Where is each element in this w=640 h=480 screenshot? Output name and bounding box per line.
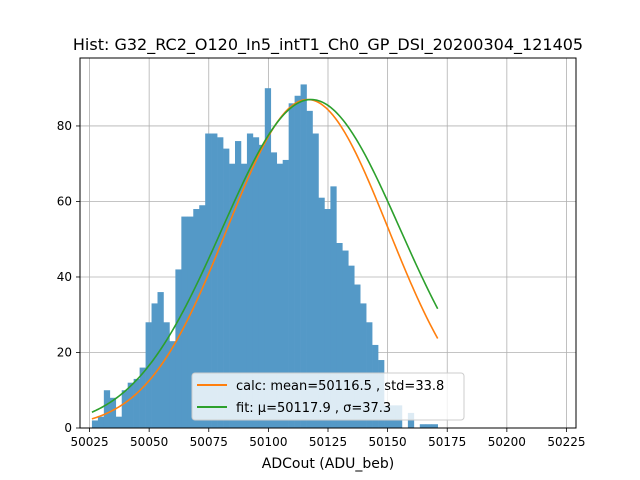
- histogram-bar: [324, 209, 331, 428]
- x-tick-label: 50125: [309, 435, 347, 449]
- y-axis-ticks: 0 20 40 60 80: [57, 119, 80, 435]
- histogram-bar: [169, 341, 176, 428]
- histogram-bar: [109, 397, 117, 428]
- x-tick-label: 50100: [249, 435, 287, 449]
- x-tick-label: 50225: [547, 435, 585, 449]
- histogram-bar: [431, 424, 438, 428]
- calc-gaussian-curve: [91, 98, 439, 420]
- histogram-bar: [211, 133, 218, 429]
- chart-title: Hist: G32_RC2_O120_In5_intT1_Ch0_GP_DSI_…: [73, 35, 583, 55]
- legend-label-calc: calc: mean=50116.5 , std=33.8: [236, 379, 444, 394]
- x-tick-label: 50150: [369, 435, 407, 449]
- x-tick-label: 50175: [428, 435, 466, 449]
- histogram-bar: [240, 163, 248, 428]
- histogram-bar: [348, 265, 355, 428]
- histogram-bar: [360, 303, 367, 428]
- curves-layer: [91, 98, 439, 420]
- histogram-bar: [229, 163, 236, 428]
- histogram-bar: [318, 197, 325, 428]
- histogram-bar: [300, 84, 307, 428]
- histogram-bar: [139, 367, 146, 428]
- x-tick-label: 50075: [190, 435, 228, 449]
- histogram-bar: [193, 209, 200, 428]
- histogram-bar: [163, 322, 170, 428]
- histogram-bar: [258, 144, 266, 428]
- histogram-bar: [175, 269, 182, 428]
- y-tick-label: 60: [57, 194, 72, 208]
- histogram-bar: [151, 303, 158, 428]
- y-tick-label: 80: [57, 119, 72, 133]
- histogram-bar: [282, 159, 289, 428]
- histogram-bar: [342, 250, 349, 428]
- histogram-bar: [336, 243, 343, 428]
- histogram-bar: [205, 133, 212, 429]
- histogram-bar: [270, 152, 278, 428]
- histogram-bar: [91, 420, 99, 428]
- histogram-bar: [157, 292, 164, 428]
- y-tick-label: 0: [64, 421, 72, 435]
- y-tick-label: 20: [57, 345, 72, 359]
- histogram-bar: [246, 133, 254, 429]
- x-tick-label: 50050: [130, 435, 168, 449]
- x-tick-label: 50200: [488, 435, 526, 449]
- histogram-bar: [264, 88, 272, 429]
- histogram-bar: [217, 137, 224, 429]
- legend-label-fit: fit: μ=50117.9 , σ=37.3: [236, 401, 391, 416]
- histogram-bar: [288, 103, 295, 428]
- histogram-bar: [252, 137, 260, 429]
- legend: calc: mean=50116.5 , std=33.8 fit: μ=501…: [191, 372, 465, 421]
- histogram-bar: [223, 148, 230, 428]
- histogram-bar: [115, 416, 123, 428]
- histogram-bar: [181, 216, 188, 428]
- histogram-bar: [127, 382, 134, 428]
- x-tick-label: 50025: [70, 435, 108, 449]
- histogram-bar: [97, 416, 105, 428]
- fit-gaussian-curve: [91, 98, 439, 413]
- histogram-bar: [306, 110, 313, 428]
- x-axis-ticks: 50025 50050 50075 50100 50125 50150 50175 50200…: [70, 428, 586, 449]
- histogram-bar: [330, 186, 337, 428]
- histogram-bar: [419, 424, 427, 428]
- histogram-bar: [294, 95, 301, 429]
- histogram-bar: [235, 141, 242, 428]
- histogram-bar: [187, 216, 194, 428]
- histogram-bar: [133, 378, 140, 428]
- x-axis-label: ADCout (ADU_beb): [262, 456, 394, 472]
- histogram-bar: [145, 322, 152, 428]
- y-tick-label: 40: [57, 270, 72, 284]
- bars-layer: [91, 84, 438, 429]
- histogram-bar: [354, 284, 361, 428]
- histogram-bar: [199, 205, 206, 428]
- histogram-bar: [121, 390, 128, 428]
- histogram-bar: [425, 424, 433, 428]
- histogram-bar: [103, 390, 111, 428]
- legend-box: [191, 372, 465, 421]
- histogram-bar: [312, 133, 319, 429]
- histogram-bar: [276, 163, 283, 428]
